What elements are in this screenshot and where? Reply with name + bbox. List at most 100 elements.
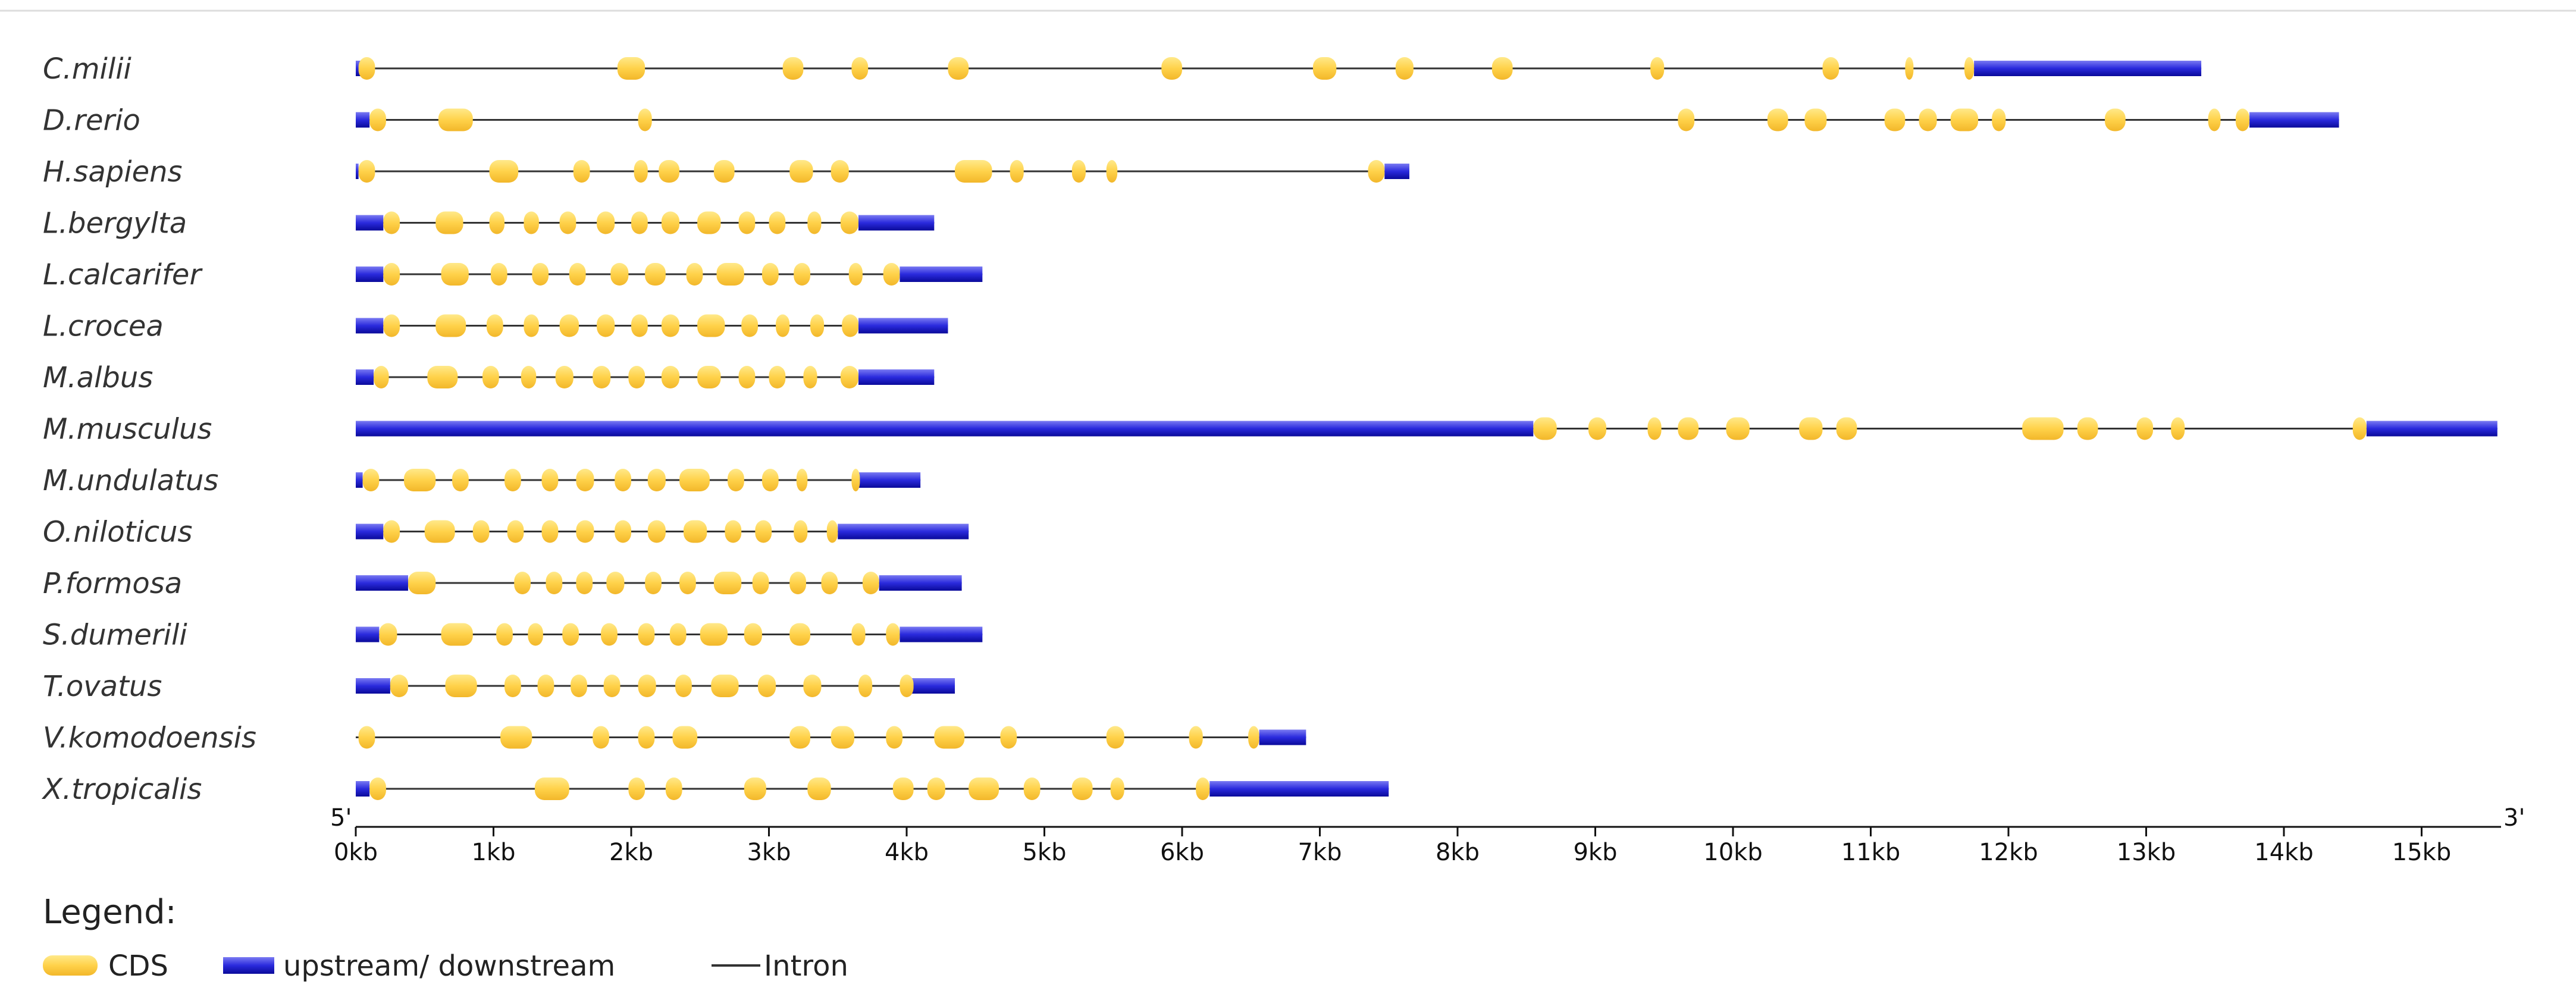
cds-exon xyxy=(435,314,466,337)
cds-exon xyxy=(631,314,648,337)
cds-exon xyxy=(569,263,586,286)
cds-exon xyxy=(675,675,692,697)
species-label: V.komodoensis xyxy=(43,722,256,755)
cds-exon xyxy=(610,263,629,286)
cds-exon xyxy=(782,57,804,80)
cds-exon xyxy=(789,572,807,594)
utr-segment xyxy=(1259,729,1306,745)
utr-segment xyxy=(356,472,363,488)
axis-tick-label: 12kb xyxy=(1979,839,2038,866)
utr-segment xyxy=(356,575,408,591)
cds-exon xyxy=(669,623,687,646)
cds-exon xyxy=(2352,417,2367,440)
species-label: T.ovatus xyxy=(43,670,162,703)
cds-exon xyxy=(1110,777,1124,800)
cds-exon xyxy=(769,366,786,388)
cds-exon xyxy=(858,675,873,697)
utr-segment xyxy=(1209,781,1389,797)
cds-exon xyxy=(500,726,532,749)
cds-exon xyxy=(593,726,609,749)
cds-exon xyxy=(435,211,463,234)
axis-tick-label: 1kb xyxy=(471,839,515,866)
cds-exon xyxy=(1588,417,1607,440)
species-label: M.undulatus xyxy=(43,464,218,497)
legend-intron-label: Intron xyxy=(764,949,848,983)
legend-item-cds: CDS xyxy=(43,949,168,983)
axis-tick-label: 3kb xyxy=(747,839,791,866)
cds-exon xyxy=(672,726,698,749)
cds-exon xyxy=(697,314,725,337)
cds-exon xyxy=(647,520,666,543)
cds-exon xyxy=(686,263,703,286)
cds-exon xyxy=(728,469,744,491)
species-label: H.sapiens xyxy=(43,155,183,189)
cds-exon xyxy=(521,366,537,388)
cds-exon xyxy=(615,469,631,491)
cds-exon xyxy=(1071,160,1086,183)
utr-segment xyxy=(2366,421,2497,437)
utr-segment xyxy=(356,267,384,282)
cds-exon xyxy=(697,211,721,234)
cds-exon xyxy=(603,675,621,697)
cds-exon xyxy=(1368,160,1385,183)
cds-exon xyxy=(1312,57,1337,80)
cds-exon xyxy=(661,211,680,234)
cds-exon xyxy=(2022,417,2064,440)
cds-exon xyxy=(441,263,469,286)
cds-exon xyxy=(537,675,554,697)
cds-exon xyxy=(452,469,469,491)
cds-exon xyxy=(358,160,375,183)
cds-exon xyxy=(647,469,666,491)
utr-segment xyxy=(909,678,955,694)
cds-exon xyxy=(1106,726,1124,749)
utr-segment xyxy=(1384,164,1409,179)
utr-segment xyxy=(858,369,935,385)
gene-row-d-rerio: D.rerio xyxy=(43,104,2339,137)
cds-exon xyxy=(496,623,513,646)
cds-exon xyxy=(744,777,766,800)
cds-exon xyxy=(482,366,499,388)
cds-exon xyxy=(1822,57,1839,80)
cds-exon xyxy=(803,366,817,388)
axis-tick-label: 10kb xyxy=(1703,839,1762,866)
cds-exon xyxy=(725,520,742,543)
cds-exon xyxy=(741,314,758,337)
utr-segment xyxy=(2249,112,2339,128)
cds-exon xyxy=(679,469,710,491)
cds-exon xyxy=(934,726,965,749)
cds-exon xyxy=(1678,417,1699,440)
cds-exon xyxy=(851,623,866,646)
cds-exon xyxy=(489,160,519,183)
cds-exon xyxy=(374,366,389,388)
gene-rows: C.milii D.rerio H.sapiens L.bergylta L.calca… xyxy=(41,52,2497,806)
cds-exon xyxy=(634,160,648,183)
cds-exon xyxy=(761,469,779,491)
cds-exon xyxy=(1964,57,1975,80)
cds-exon xyxy=(1767,108,1788,131)
cds-exon xyxy=(555,366,574,388)
cds-exon xyxy=(404,469,436,491)
cds-exon xyxy=(1650,57,1665,80)
species-label: M.albus xyxy=(43,361,153,394)
utr-segment xyxy=(356,781,370,797)
gene-row-t-ovatus: T.ovatus xyxy=(43,670,955,703)
cds-exon xyxy=(2077,417,2098,440)
cds-exon xyxy=(927,777,945,800)
utr-segment xyxy=(356,215,384,231)
cds-exon xyxy=(1884,108,1906,131)
cds-exon xyxy=(796,469,808,491)
cds-exon xyxy=(683,520,707,543)
cds-exon xyxy=(1000,726,1017,749)
cds-exon xyxy=(638,726,655,749)
cds-exon xyxy=(514,572,531,594)
cds-exon xyxy=(645,572,662,594)
cds-exon xyxy=(541,520,559,543)
cds-exon xyxy=(789,160,813,183)
cds-exon xyxy=(524,211,539,234)
cds-exon xyxy=(534,777,569,800)
cds-exon xyxy=(2235,108,2250,131)
cds-exon xyxy=(559,211,576,234)
cds-exon xyxy=(1161,57,1182,80)
